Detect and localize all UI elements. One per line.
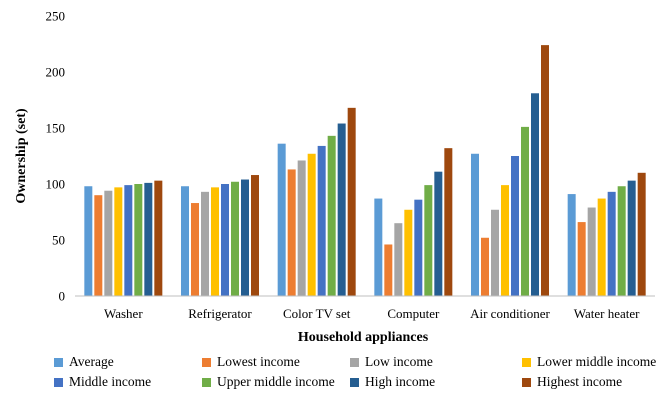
bar [307,153,316,296]
legend-swatch [202,377,211,387]
legend-swatch [522,357,531,367]
legend-item: Highest income [522,374,665,390]
legend-swatch [350,377,359,387]
legend-item: Lower middle income [522,354,665,370]
bar [104,190,113,296]
bar [277,143,286,296]
x-tick-label: Water heater [574,306,640,321]
bar [501,185,509,296]
bar [287,169,296,296]
bar [374,198,383,296]
x-axis-title: Household appliances [298,330,429,345]
bar [94,195,103,296]
bar [577,222,586,296]
bar [124,185,133,296]
bar [201,191,209,296]
x-axis-ticks: Washer Refrigerator Color TV set Computer Ai… [104,306,640,321]
legend-label: Lower middle income [537,354,657,369]
bar [144,182,153,296]
y-axis-ticks: 0 50 100 150 200 250 [46,9,66,304]
x-tick-label: Computer [387,306,440,321]
legend-label: Middle income [69,374,152,389]
legend-item: High income [350,374,522,390]
bar [607,191,616,296]
bar [251,175,259,296]
bar [521,126,529,296]
bar [221,184,229,296]
bar [541,45,549,297]
bar [231,181,239,296]
legend-item: Low income [350,354,522,370]
legend-item: Upper middle income [202,374,350,390]
y-tick-label: 0 [59,289,66,304]
legend-label: Highest income [537,374,623,389]
legend-label: Low income [365,354,433,369]
y-tick-label: 200 [46,65,66,80]
legend-label: High income [365,374,436,389]
chart-legend: Average Lowest income Low income Lower midd… [54,354,665,390]
bar [211,187,219,296]
legend-swatch [202,357,211,367]
bar [154,180,163,296]
legend-swatch [522,377,531,387]
bar [511,156,519,296]
bar [297,160,306,296]
legend-label: Lowest income [217,354,300,369]
bar [481,237,489,296]
y-tick-label: 50 [52,233,65,248]
bar [414,199,423,296]
bar [337,123,346,297]
bar [84,186,93,296]
bar [597,198,606,296]
bar [637,172,646,296]
y-axis-title: Ownership (set) [14,108,29,204]
bar [587,207,596,296]
x-tick-label: Air conditioner [470,306,550,321]
bar-chart: 0 50 100 150 200 250 Washer Refrigerator Color … [14,9,655,345]
bar [384,244,393,296]
bar [134,184,143,296]
bar [444,148,453,296]
bar [471,153,479,296]
bar [404,209,413,296]
x-tick-label: Washer [104,306,143,321]
bar [114,187,123,296]
bar [394,223,403,296]
x-tick-label: Refrigerator [188,306,252,321]
legend-swatch [54,377,63,387]
legend-item: Lowest income [202,354,350,370]
bar [434,171,443,296]
legend-label: Average [69,354,114,369]
bar [567,194,576,296]
legend-swatch [350,357,359,367]
y-tick-label: 250 [46,9,66,24]
legend-swatch [54,357,63,367]
legend-label: Upper middle income [217,374,335,389]
y-tick-label: 100 [46,177,66,192]
bar [491,209,499,296]
bar-series [84,45,646,297]
bar [424,185,433,296]
bar [181,186,189,296]
bar [627,180,636,296]
y-tick-label: 150 [46,121,66,136]
legend-item: Average [54,354,202,370]
bar [327,135,336,296]
bar [347,107,356,296]
bar [241,179,249,296]
bar [317,145,326,296]
bar [191,203,199,296]
legend-item: Middle income [54,374,202,390]
bar [617,186,626,296]
x-tick-label: Color TV set [283,306,351,321]
bar [531,93,539,296]
